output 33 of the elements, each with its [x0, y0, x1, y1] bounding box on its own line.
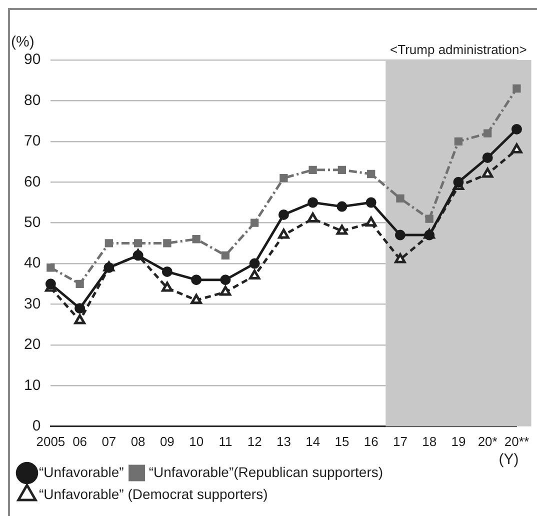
y-axis-title: (%) — [11, 34, 34, 51]
x-tick-label: 13 — [276, 434, 291, 449]
y-tick-label: 70 — [24, 132, 41, 150]
x-tick-label: 06 — [72, 434, 88, 449]
band-label: <Trump administration> — [390, 42, 527, 58]
y-tick-label: 0 — [32, 418, 41, 435]
y-tick-label: 30 — [24, 295, 41, 312]
x-tick-label: 20* — [478, 434, 498, 449]
x-tick-label: 11 — [218, 434, 232, 449]
x-tick-label: 19 — [451, 434, 466, 449]
legend-label: “Unfavorable” (Democrat supporters) — [39, 486, 268, 502]
x-tick-label: 16 — [364, 434, 378, 449]
x-tick-label: 14 — [306, 434, 320, 449]
y-tick-label: 90 — [24, 51, 41, 68]
legend-label: “Unfavorable” — [39, 464, 124, 480]
x-tick-label: 18 — [422, 434, 437, 449]
x-tick-label: 09 — [160, 434, 174, 449]
x-tick-label: 08 — [130, 434, 146, 449]
x-tick-label: 15 — [334, 434, 350, 449]
x-axis-title: (Y) — [498, 451, 519, 468]
y-tick-label: 40 — [24, 254, 41, 272]
x-tick-label: 20** — [504, 434, 529, 449]
x-tick-label: 12 — [247, 434, 262, 449]
y-tick-label: 10 — [24, 376, 41, 394]
x-tick-label: 17 — [392, 434, 408, 449]
y-tick-label: 60 — [24, 173, 41, 190]
y-tick-label: 80 — [24, 92, 41, 109]
y-tick-label: 50 — [24, 214, 41, 231]
x-tick-label: 07 — [102, 434, 116, 449]
x-tick-label: 2005 — [36, 434, 66, 449]
legend-label: “Unfavorable”(Republican supporters) — [148, 464, 384, 480]
x-tick-label: 10 — [189, 434, 204, 449]
y-tick-label: 20 — [24, 336, 41, 354]
